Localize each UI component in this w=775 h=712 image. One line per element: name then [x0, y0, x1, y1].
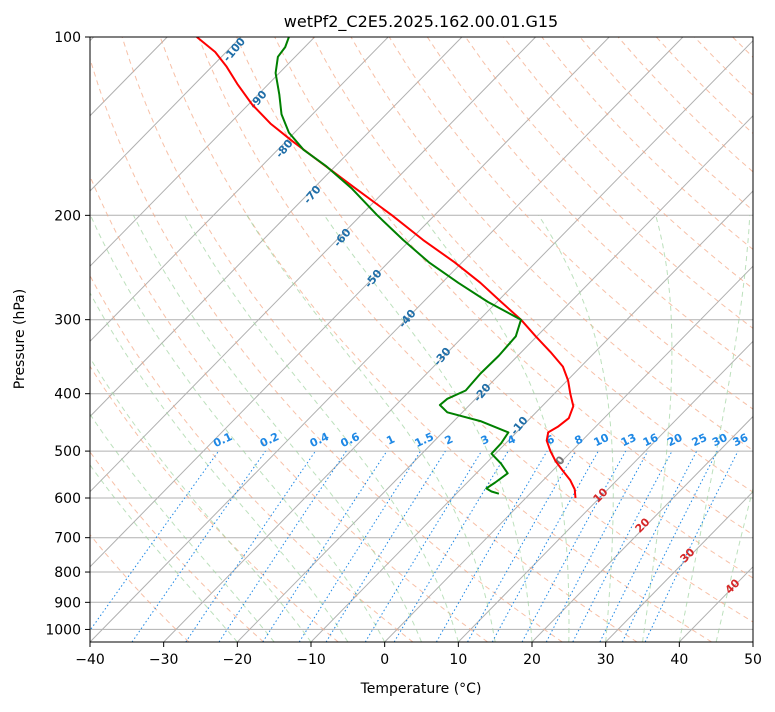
dry-adiabat [504, 37, 775, 642]
moist-adiabat [0, 215, 237, 642]
mixing-ratio-label: 3 [479, 433, 491, 448]
x-axis-label: Temperature (°C) [360, 681, 482, 697]
isotherm-label: 20 [633, 515, 653, 535]
mixing-ratio-line [365, 451, 481, 642]
y-tick-label: 200 [54, 208, 81, 224]
isotherm-line [0, 37, 462, 642]
theta-label: -50 [362, 267, 385, 291]
isotherm-label: 40 [723, 576, 743, 596]
background-lines [0, 37, 775, 642]
dry-adiabat [122, 37, 637, 642]
dry-adiabat [656, 37, 775, 642]
dry-adiabat [0, 37, 264, 642]
y-axis-label: Pressure (hPa) [12, 289, 28, 389]
x-tick-label: −20 [223, 652, 253, 668]
x-tick-label: −10 [296, 652, 326, 668]
moist-adiabat [0, 215, 274, 642]
dry-adiabat [733, 37, 775, 642]
y-tick-label: 1000 [45, 622, 81, 638]
mixing-ratio-label: 0.2 [258, 430, 281, 450]
dry-adiabat [160, 37, 712, 642]
dry-adiabat [427, 37, 775, 642]
mixing-ratio-line [546, 451, 648, 642]
isotherm-line [458, 37, 775, 642]
y-tick-label: 800 [54, 565, 81, 581]
moist-adiabat [679, 215, 749, 642]
mixing-ratio-line [132, 451, 266, 642]
y-tick-label: 500 [54, 444, 81, 460]
theta-label: -70 [301, 183, 324, 207]
x-tick-label: 0 [380, 652, 389, 668]
chart-title: wetPf2_C2E5.2025.162.00.01.G15 [284, 12, 558, 32]
mixing-ratio-label: 10 [592, 431, 612, 449]
y-tick-label: 600 [54, 491, 81, 507]
dry-adiabat [275, 37, 775, 642]
mixing-ratio-label: 2 [443, 433, 455, 448]
moist-adiabat [53, 215, 348, 642]
mixing-ratio-line [299, 451, 420, 642]
mixing-ratio-label: 0.6 [339, 430, 362, 450]
mixing-ratio-label: 13 [619, 431, 638, 449]
theta-label: -30 [431, 345, 454, 369]
isotherm-line [753, 37, 775, 642]
mixing-ratio-label: 25 [690, 431, 709, 449]
isotherm-line [0, 37, 241, 642]
dry-adiabat [580, 37, 775, 642]
isotherm-label: 10 [591, 485, 611, 505]
x-tick-label: 40 [670, 652, 688, 668]
y-tick-label: 700 [54, 531, 81, 547]
theta-label: -90 [247, 88, 270, 112]
moist-adiabat [539, 215, 614, 642]
y-tick-label: 400 [54, 387, 81, 403]
mixing-ratio-line [436, 451, 547, 642]
mixing-ratio-label: 1.5 [413, 430, 436, 450]
mixing-ratio-line [492, 451, 598, 642]
dry-adiabat [313, 37, 775, 642]
x-tick-label: 20 [523, 652, 541, 668]
plot-frame [90, 37, 753, 642]
mixing-ratio-line [263, 451, 387, 642]
y-tick-label: 300 [54, 313, 81, 329]
isotherm-line [0, 37, 536, 642]
x-tick-label: 10 [449, 652, 467, 668]
dry-adiabat [694, 37, 775, 642]
y-tick-label: 100 [54, 30, 81, 46]
mixing-ratio-line [219, 451, 346, 642]
mixing-ratio-line [394, 451, 508, 642]
dry-adiabat [0, 37, 189, 642]
dry-adiabat [771, 37, 775, 642]
mixing-ratio-line [600, 451, 697, 642]
isotherm-line [311, 37, 775, 642]
mixing-ratio-line [522, 451, 626, 642]
mixing-ratio-label: 0.4 [308, 430, 331, 450]
x-tick-label: −30 [149, 652, 179, 668]
mixing-ratio-label: 16 [641, 431, 661, 449]
moist-adiabat [716, 215, 775, 642]
x-tick-label: −40 [75, 652, 105, 668]
isotherm-line [385, 37, 775, 642]
x-tick-label: 50 [744, 652, 762, 668]
mixing-ratio-line [573, 451, 672, 642]
isotherm-line [0, 37, 315, 642]
moist-adiabat [422, 215, 569, 642]
y-tick-label: 900 [54, 595, 81, 611]
isotherm-line [532, 37, 775, 642]
x-tick-label: 30 [597, 652, 615, 668]
isotherm-line [164, 37, 757, 642]
isotherm-line [90, 37, 683, 642]
moist-adiabat [91, 215, 385, 642]
mixing-ratio-line [622, 451, 717, 642]
mixing-ratio-line [326, 451, 445, 642]
mixing-ratio-label: 0.1 [211, 430, 234, 450]
theta-label: -100 [220, 35, 248, 65]
dry-adiabat [8, 37, 413, 642]
isotherm-line [0, 37, 388, 642]
mixing-ratio-label: 30 [710, 431, 730, 449]
